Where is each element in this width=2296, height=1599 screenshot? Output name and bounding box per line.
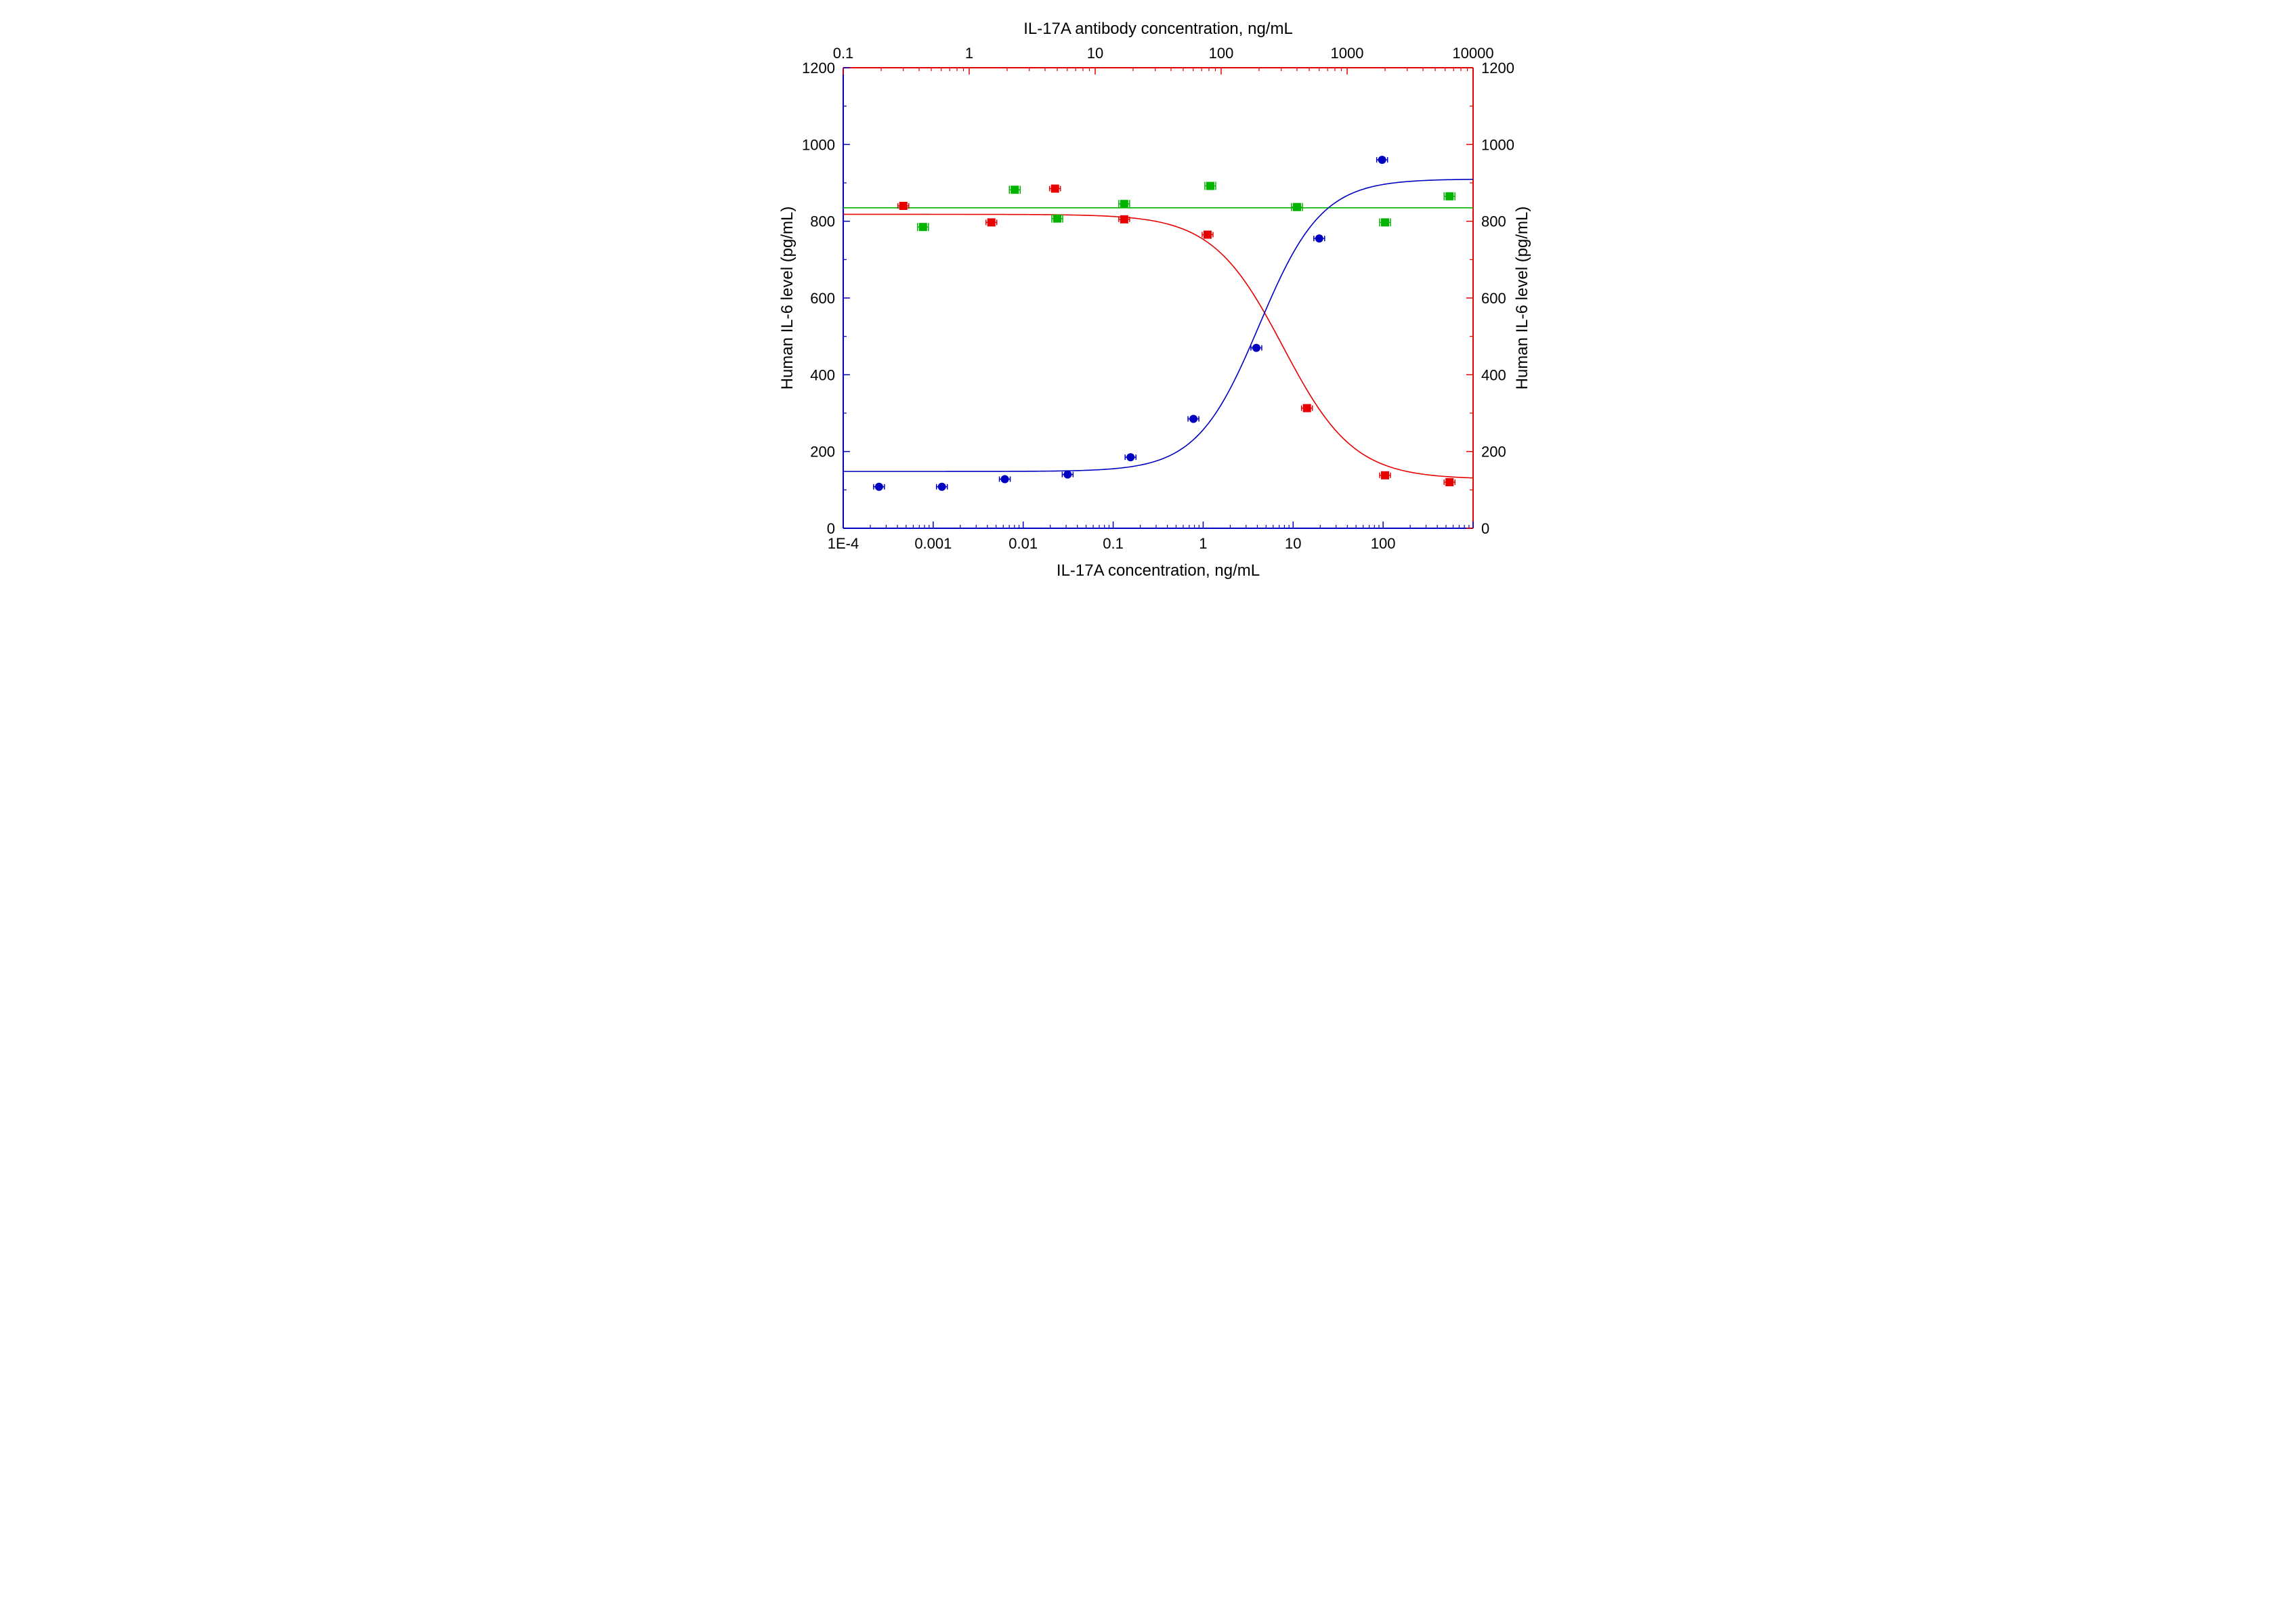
svg-text:1: 1 — [965, 45, 973, 62]
svg-text:800: 800 — [810, 213, 835, 230]
svg-text:1: 1 — [1199, 535, 1207, 552]
svg-text:400: 400 — [810, 366, 835, 383]
svg-text:0: 0 — [1481, 520, 1489, 537]
svg-text:1000: 1000 — [802, 136, 835, 153]
svg-text:1000: 1000 — [1481, 136, 1514, 153]
svg-text:200: 200 — [810, 444, 835, 461]
svg-text:100: 100 — [1209, 45, 1234, 62]
svg-text:Human IL-6 level (pg/mL): Human IL-6 level (pg/mL) — [1513, 207, 1531, 390]
svg-text:600: 600 — [1481, 290, 1506, 307]
svg-text:10: 10 — [1285, 535, 1301, 552]
svg-text:IL-17A antibody concentration,: IL-17A antibody concentration, ng/mL — [1023, 20, 1293, 38]
svg-text:0: 0 — [827, 520, 835, 537]
svg-text:Human IL-6 level (pg/mL): Human IL-6 level (pg/mL) — [778, 207, 796, 390]
svg-text:1200: 1200 — [802, 60, 835, 77]
svg-text:10: 10 — [1087, 45, 1103, 62]
svg-text:0.01: 0.01 — [1008, 535, 1038, 552]
svg-text:1200: 1200 — [1481, 60, 1514, 77]
svg-text:0.1: 0.1 — [833, 45, 854, 62]
svg-text:800: 800 — [1481, 213, 1506, 230]
chart-svg: 1E-40.0010.010.1110100IL-17A concentrati… — [708, 0, 1588, 613]
chart-container: 1E-40.0010.010.1110100IL-17A concentrati… — [708, 0, 1588, 613]
svg-text:400: 400 — [1481, 366, 1506, 383]
svg-text:100: 100 — [1371, 535, 1396, 552]
svg-text:200: 200 — [1481, 444, 1506, 461]
svg-text:IL-17A concentration, ng/mL: IL-17A concentration, ng/mL — [1057, 561, 1260, 580]
svg-text:1E-4: 1E-4 — [828, 535, 859, 552]
svg-text:0.1: 0.1 — [1103, 535, 1124, 552]
svg-text:1000: 1000 — [1331, 45, 1364, 62]
svg-text:0.001: 0.001 — [914, 535, 952, 552]
svg-text:600: 600 — [810, 290, 835, 307]
